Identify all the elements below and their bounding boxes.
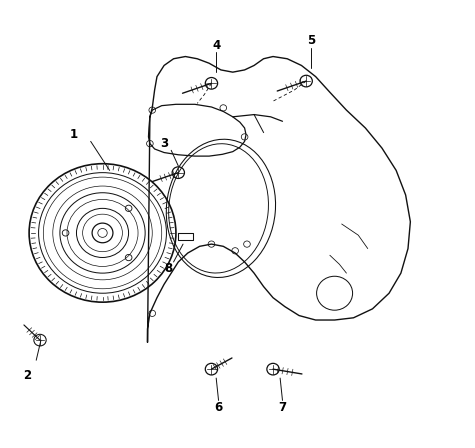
Text: 2: 2 <box>23 369 31 382</box>
Text: 8: 8 <box>165 262 173 275</box>
Text: 7: 7 <box>278 401 286 414</box>
Text: 1: 1 <box>70 128 78 141</box>
Text: 5: 5 <box>307 34 315 47</box>
Text: 4: 4 <box>212 39 220 52</box>
Text: 6: 6 <box>214 401 223 414</box>
Text: 3: 3 <box>160 137 168 150</box>
